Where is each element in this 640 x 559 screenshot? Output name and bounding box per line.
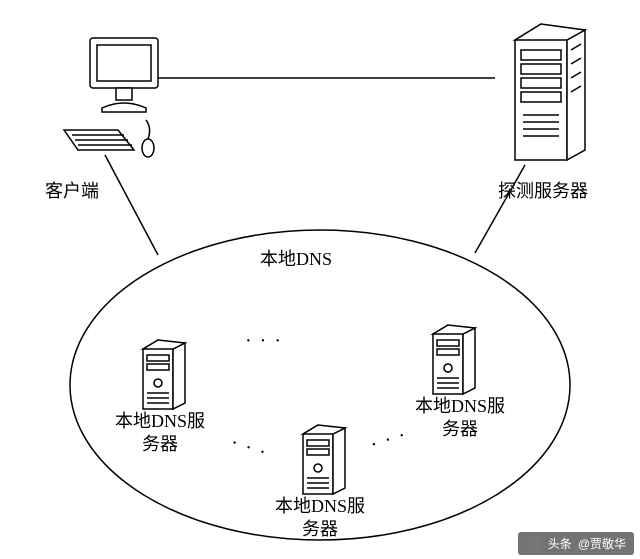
ellipsis-dots: ··· — [245, 330, 289, 353]
dns-server-left-label: 本地DNS服 务器 — [115, 410, 205, 455]
probe-server-icon — [495, 10, 595, 175]
dns-server-bottom-icon — [295, 420, 350, 505]
local-dns-title: 本地DNS — [260, 248, 332, 271]
watermark-badge: 头条 @贾敬华 — [518, 532, 634, 555]
dns-server-right-label: 本地DNS服 务器 — [415, 395, 505, 440]
watermark-prefix: 头条 — [548, 535, 572, 552]
client-label: 客户端 — [45, 180, 99, 203]
dns-server-right-icon — [425, 320, 480, 405]
probe-server-label: 探测服务器 — [498, 180, 588, 203]
diagram-stage: 客户端 — [0, 0, 640, 559]
dns-server-bottom-label: 本地DNS服 务器 — [275, 495, 365, 540]
dns-server-left-icon — [135, 335, 190, 420]
avatar-icon — [526, 536, 542, 552]
client-computer-icon — [60, 30, 170, 165]
watermark-author: @贾敬华 — [578, 535, 626, 552]
